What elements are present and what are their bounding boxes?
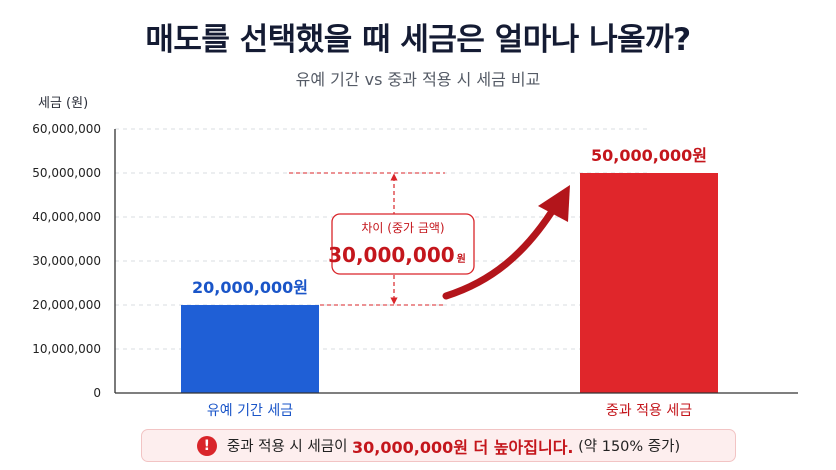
y-tick-label: 20,000,000 — [32, 298, 101, 312]
note-suffix: (약 150% 증가) — [573, 439, 681, 455]
bar-value-label: 20,000,000원 — [192, 278, 308, 297]
note-highlight: 30,000,000원 더 높아집니다. — [352, 437, 574, 457]
y-tick-label: 30,000,000 — [32, 254, 101, 268]
x-tick-label: 중과 적용 세금 — [606, 403, 692, 419]
y-tick-label: 0 — [93, 386, 101, 400]
difference-value: 30,000,000 원 — [328, 243, 466, 267]
chart-subtitle: 유예 기간 vs 중과 적용 시 세금 비교 — [295, 70, 541, 89]
chart-title: 매도를 선택했을 때 세금은 얼마나 나올까? — [145, 22, 691, 58]
y-axis-label: 세금 (원) — [38, 96, 89, 111]
difference-note: ! 중과 적용 시 세금이 30,000,000원 더 높아집니다. (약 15… — [141, 429, 736, 462]
warning-icon: ! — [196, 435, 217, 456]
note-prefix: 중과 적용 시 세금이 — [226, 439, 353, 455]
bar-heavy-tax — [580, 173, 718, 393]
y-tick-label: 10,000,000 — [32, 342, 101, 356]
y-tick-label: 40,000,000 — [32, 210, 101, 224]
increase-curve-arrow — [442, 201, 560, 300]
y-tick-label: 60,000,000 — [32, 122, 101, 136]
x-tick-label: 유예 기간 세금 — [207, 403, 293, 419]
increase-arrow-head — [538, 185, 570, 222]
difference-box — [331, 213, 475, 275]
difference-title: 차이 (중가 금액) — [361, 221, 444, 235]
bar-value-label: 50,000,000원 — [591, 146, 707, 165]
bar-grace-period-tax — [181, 305, 319, 393]
y-tick-label: 50,000,000 — [32, 166, 101, 180]
